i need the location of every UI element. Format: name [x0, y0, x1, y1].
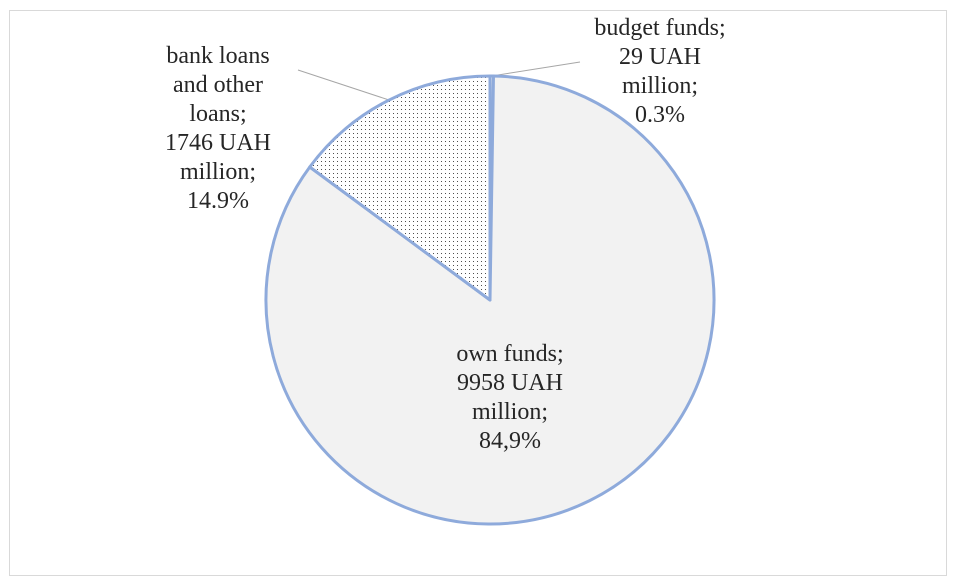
label-own-funds: own funds; 9958 UAH million; 84,9% — [456, 341, 564, 454]
leader-line-bank-loans — [297, 69, 390, 101]
leader-line-budget-funds — [491, 61, 581, 77]
pie-slice-bank-loans — [308, 74, 492, 302]
leader-lines — [297, 61, 581, 101]
label-budget-funds: budget funds; 29 UAH million; 0.3% — [594, 15, 726, 128]
label-bank-loans: bank loans and other loans; 1746 UAH mil… — [165, 43, 271, 214]
pie-slices — [264, 74, 716, 526]
